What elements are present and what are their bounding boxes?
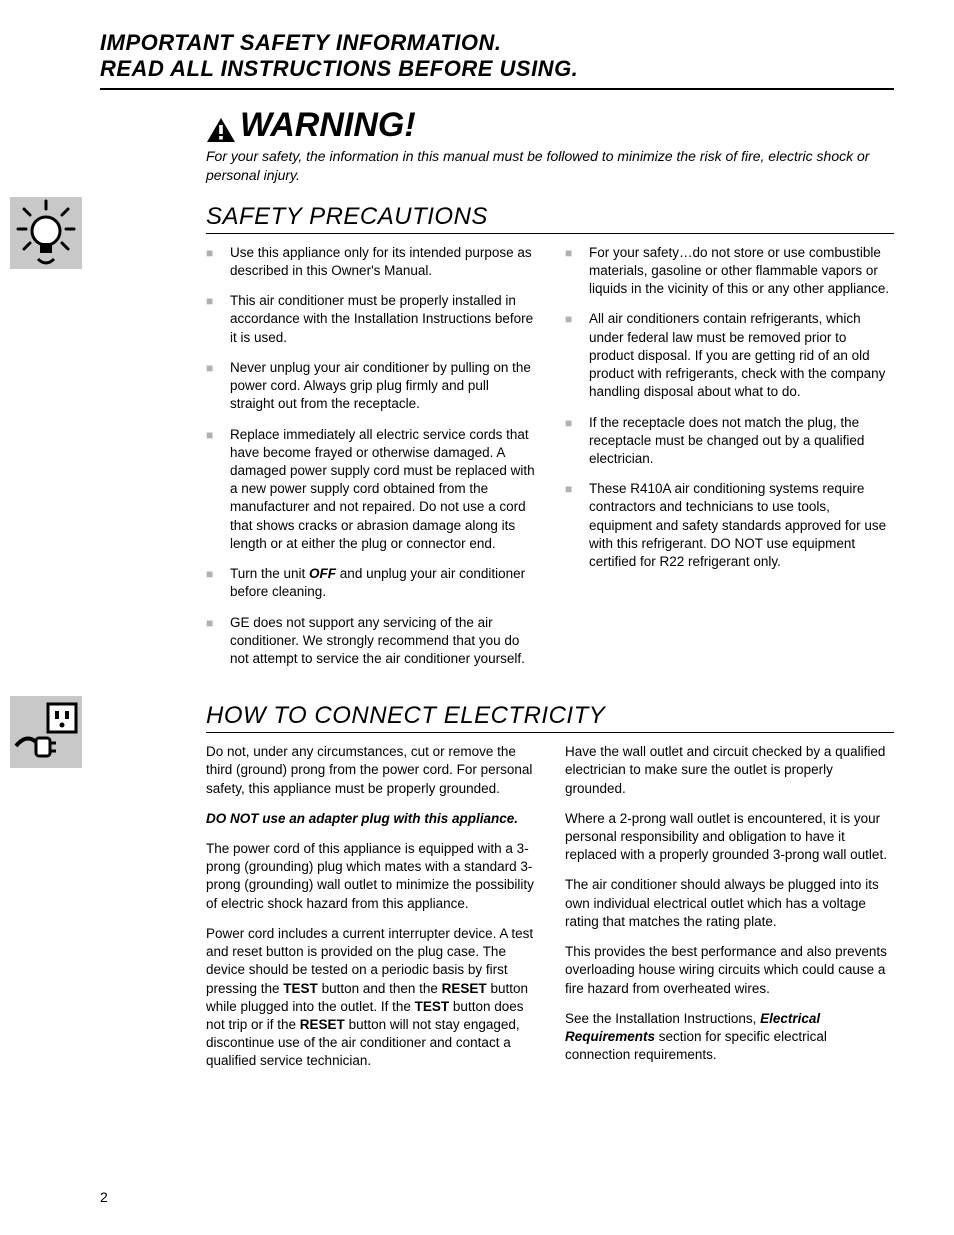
warning-subtext: For your safety, the information in this…	[206, 147, 894, 185]
safety-bullet: This air conditioner must be properly in…	[206, 292, 535, 347]
electricity-section: HOW TO CONNECT ELECTRICITY Do not, under…	[100, 702, 894, 1083]
safety-bullet: All air conditioners contain refrigerant…	[565, 310, 894, 401]
elec-para: The power cord of this appliance is equi…	[206, 840, 535, 913]
safety-precautions-section: SAFETY PRECAUTIONS Use this appliance on…	[100, 203, 894, 680]
electricity-right-column: Have the wall outlet and circuit checked…	[565, 743, 894, 1083]
safety-right-column: For your safety…do not store or use comb…	[565, 244, 894, 680]
header-line-1: IMPORTANT SAFETY INFORMATION.	[100, 30, 894, 56]
elec-para: Have the wall outlet and circuit checked…	[565, 743, 894, 798]
warning-title: WARNING!	[206, 106, 894, 145]
safety-bullet: For your safety…do not store or use comb…	[565, 244, 894, 299]
safety-bullet: Use this appliance only for its intended…	[206, 244, 535, 280]
elec-para: Power cord includes a current interrupte…	[206, 925, 535, 1071]
elec-para: Do not, under any circumstances, cut or …	[206, 743, 535, 798]
electricity-title: HOW TO CONNECT ELECTRICITY	[206, 702, 894, 733]
page-number: 2	[100, 1189, 108, 1205]
warning-block: WARNING! For your safety, the informatio…	[206, 106, 894, 185]
safety-bullet: These R410A air conditioning systems req…	[565, 480, 894, 571]
elec-para-bold: DO NOT use an adapter plug with this app…	[206, 810, 535, 828]
safety-left-column: Use this appliance only for its intended…	[206, 244, 535, 680]
plug-outlet-icon	[10, 696, 82, 768]
safety-bullet: Replace immediately all electric service…	[206, 426, 535, 554]
elec-para: See the Installation Instructions, Elect…	[565, 1010, 894, 1065]
safety-bullet: Turn the unit OFF and unplug your air co…	[206, 565, 535, 601]
page-header: IMPORTANT SAFETY INFORMATION. READ ALL I…	[100, 30, 894, 90]
elec-para: Where a 2-prong wall outlet is encounter…	[565, 810, 894, 865]
safety-bullet: Never unplug your air conditioner by pul…	[206, 359, 535, 414]
warning-triangle-icon	[206, 113, 236, 139]
safety-bullet: If the receptacle does not match the plu…	[565, 414, 894, 469]
safety-title: SAFETY PRECAUTIONS	[206, 203, 894, 234]
header-line-2: READ ALL INSTRUCTIONS BEFORE USING.	[100, 56, 894, 82]
lightbulb-idea-icon	[10, 197, 82, 269]
warning-title-text: WARNING!	[240, 106, 416, 145]
electricity-left-column: Do not, under any circumstances, cut or …	[206, 743, 535, 1083]
elec-para: The air conditioner should always be plu…	[565, 876, 894, 931]
safety-bullet: GE does not support any servicing of the…	[206, 614, 535, 669]
elec-para: This provides the best performance and a…	[565, 943, 894, 998]
